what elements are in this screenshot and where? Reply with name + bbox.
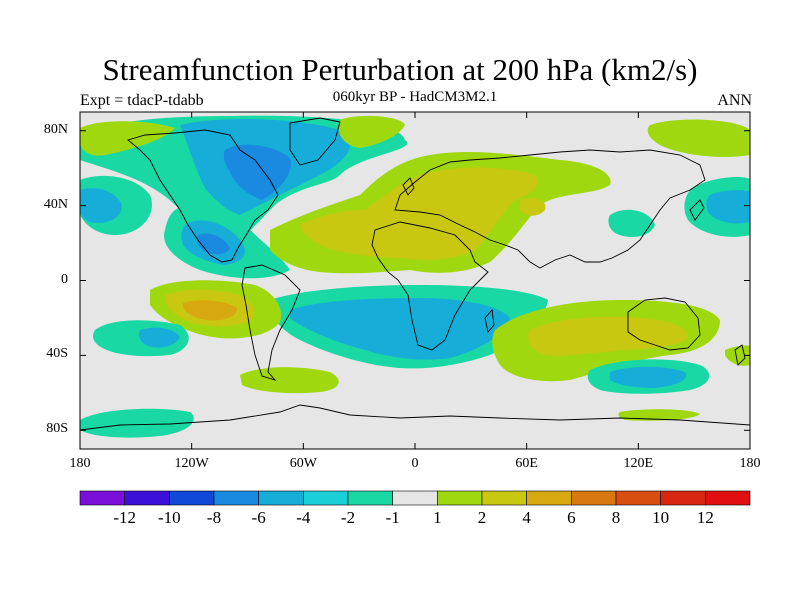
y-tick-label: 40N <box>43 196 68 212</box>
colorbar-label: 2 <box>477 508 487 527</box>
colorbar-label: 6 <box>567 508 576 527</box>
colorbar-swatch <box>258 490 304 506</box>
colorbar-swatch <box>213 490 259 506</box>
figure-title: Streamfunction Perturbation at 200 hPa (… <box>102 52 698 87</box>
colorbar-label: -6 <box>251 508 266 527</box>
y-tick-label: 0 <box>61 271 68 287</box>
colorbar-label: 10 <box>652 508 670 527</box>
colorbar <box>79 490 751 506</box>
colorbar-swatch <box>615 490 661 506</box>
coastline-new-zealand <box>734 344 746 366</box>
coastline-eurasia <box>394 149 706 269</box>
colorbar-label: -8 <box>206 508 222 527</box>
contour-region <box>138 327 180 348</box>
colorbar-swatch <box>571 490 617 506</box>
contour-region <box>608 209 655 237</box>
x-tick-label: 120W <box>174 456 209 471</box>
contour-region <box>520 198 546 216</box>
colorbar-swatch <box>347 490 393 506</box>
coastline-antarctica <box>80 404 750 431</box>
period-label: ANN <box>717 92 752 109</box>
contour-region <box>618 409 700 421</box>
figure-subtitle: 060kyr BP - HadCM3M2.1 <box>332 89 498 105</box>
x-tick-label: 180 <box>739 456 761 471</box>
coastline-greenland <box>289 117 341 166</box>
colorbar-swatch <box>124 490 170 506</box>
contour-region <box>725 345 750 366</box>
coastline-australia <box>627 297 701 351</box>
x-tick-label: 120E <box>623 456 654 471</box>
x-tick-label: 180 <box>69 456 91 471</box>
contour-region <box>338 115 405 148</box>
contour-region <box>223 144 291 200</box>
contour-region <box>80 188 122 223</box>
coastline-africa <box>371 221 489 351</box>
colorbar-label: -4 <box>296 508 311 527</box>
x-tick-label: 60E <box>515 456 538 471</box>
colorbar-swatch <box>526 490 572 506</box>
coastline-north-america <box>127 129 279 263</box>
coastline-japan <box>689 199 705 221</box>
colorbar-swatch <box>437 490 483 506</box>
colorbar-label: -12 <box>113 508 136 527</box>
colorbar-label: 12 <box>696 508 714 527</box>
coastline-madagascar <box>484 308 495 333</box>
colorbar-label: -1 <box>385 508 400 527</box>
contour-region <box>706 190 750 224</box>
coastline-south-america <box>241 264 301 381</box>
x-tick-label: 0 <box>411 456 419 471</box>
colorbar-swatch <box>705 490 751 506</box>
contour-region <box>182 300 238 321</box>
colorbar-swatch <box>481 490 527 506</box>
contour-region <box>300 167 539 260</box>
x-tick-label: 60W <box>289 456 317 471</box>
colorbar-label: 1 <box>433 508 442 527</box>
colorbar-label: -2 <box>340 508 356 527</box>
colorbar-swatch <box>660 490 706 506</box>
contour-region <box>647 119 750 157</box>
coastline-uk <box>402 177 415 196</box>
contour-region <box>528 316 689 356</box>
colorbar-label: 4 <box>522 508 531 527</box>
colorbar-swatch <box>392 490 438 506</box>
y-tick-label: 80S <box>46 421 68 437</box>
contour-region <box>80 408 194 438</box>
experiment-label: Expt = tdacP-tdabb <box>80 92 204 109</box>
colorbar-swatch <box>79 490 125 506</box>
contour-region <box>80 121 175 156</box>
coastlines <box>80 117 750 431</box>
contour-region <box>240 367 339 394</box>
y-tick-label: 80N <box>43 121 68 137</box>
colorbar-swatch <box>303 490 349 506</box>
contour-region <box>610 366 687 388</box>
contour-fill <box>80 115 750 438</box>
colorbar-swatch <box>169 490 215 506</box>
colorbar-label: -10 <box>157 508 181 527</box>
tick-marks <box>79 112 751 449</box>
colorbar-label: 8 <box>611 508 621 527</box>
contour-region <box>290 298 510 360</box>
y-tick-label: 40S <box>46 346 68 362</box>
